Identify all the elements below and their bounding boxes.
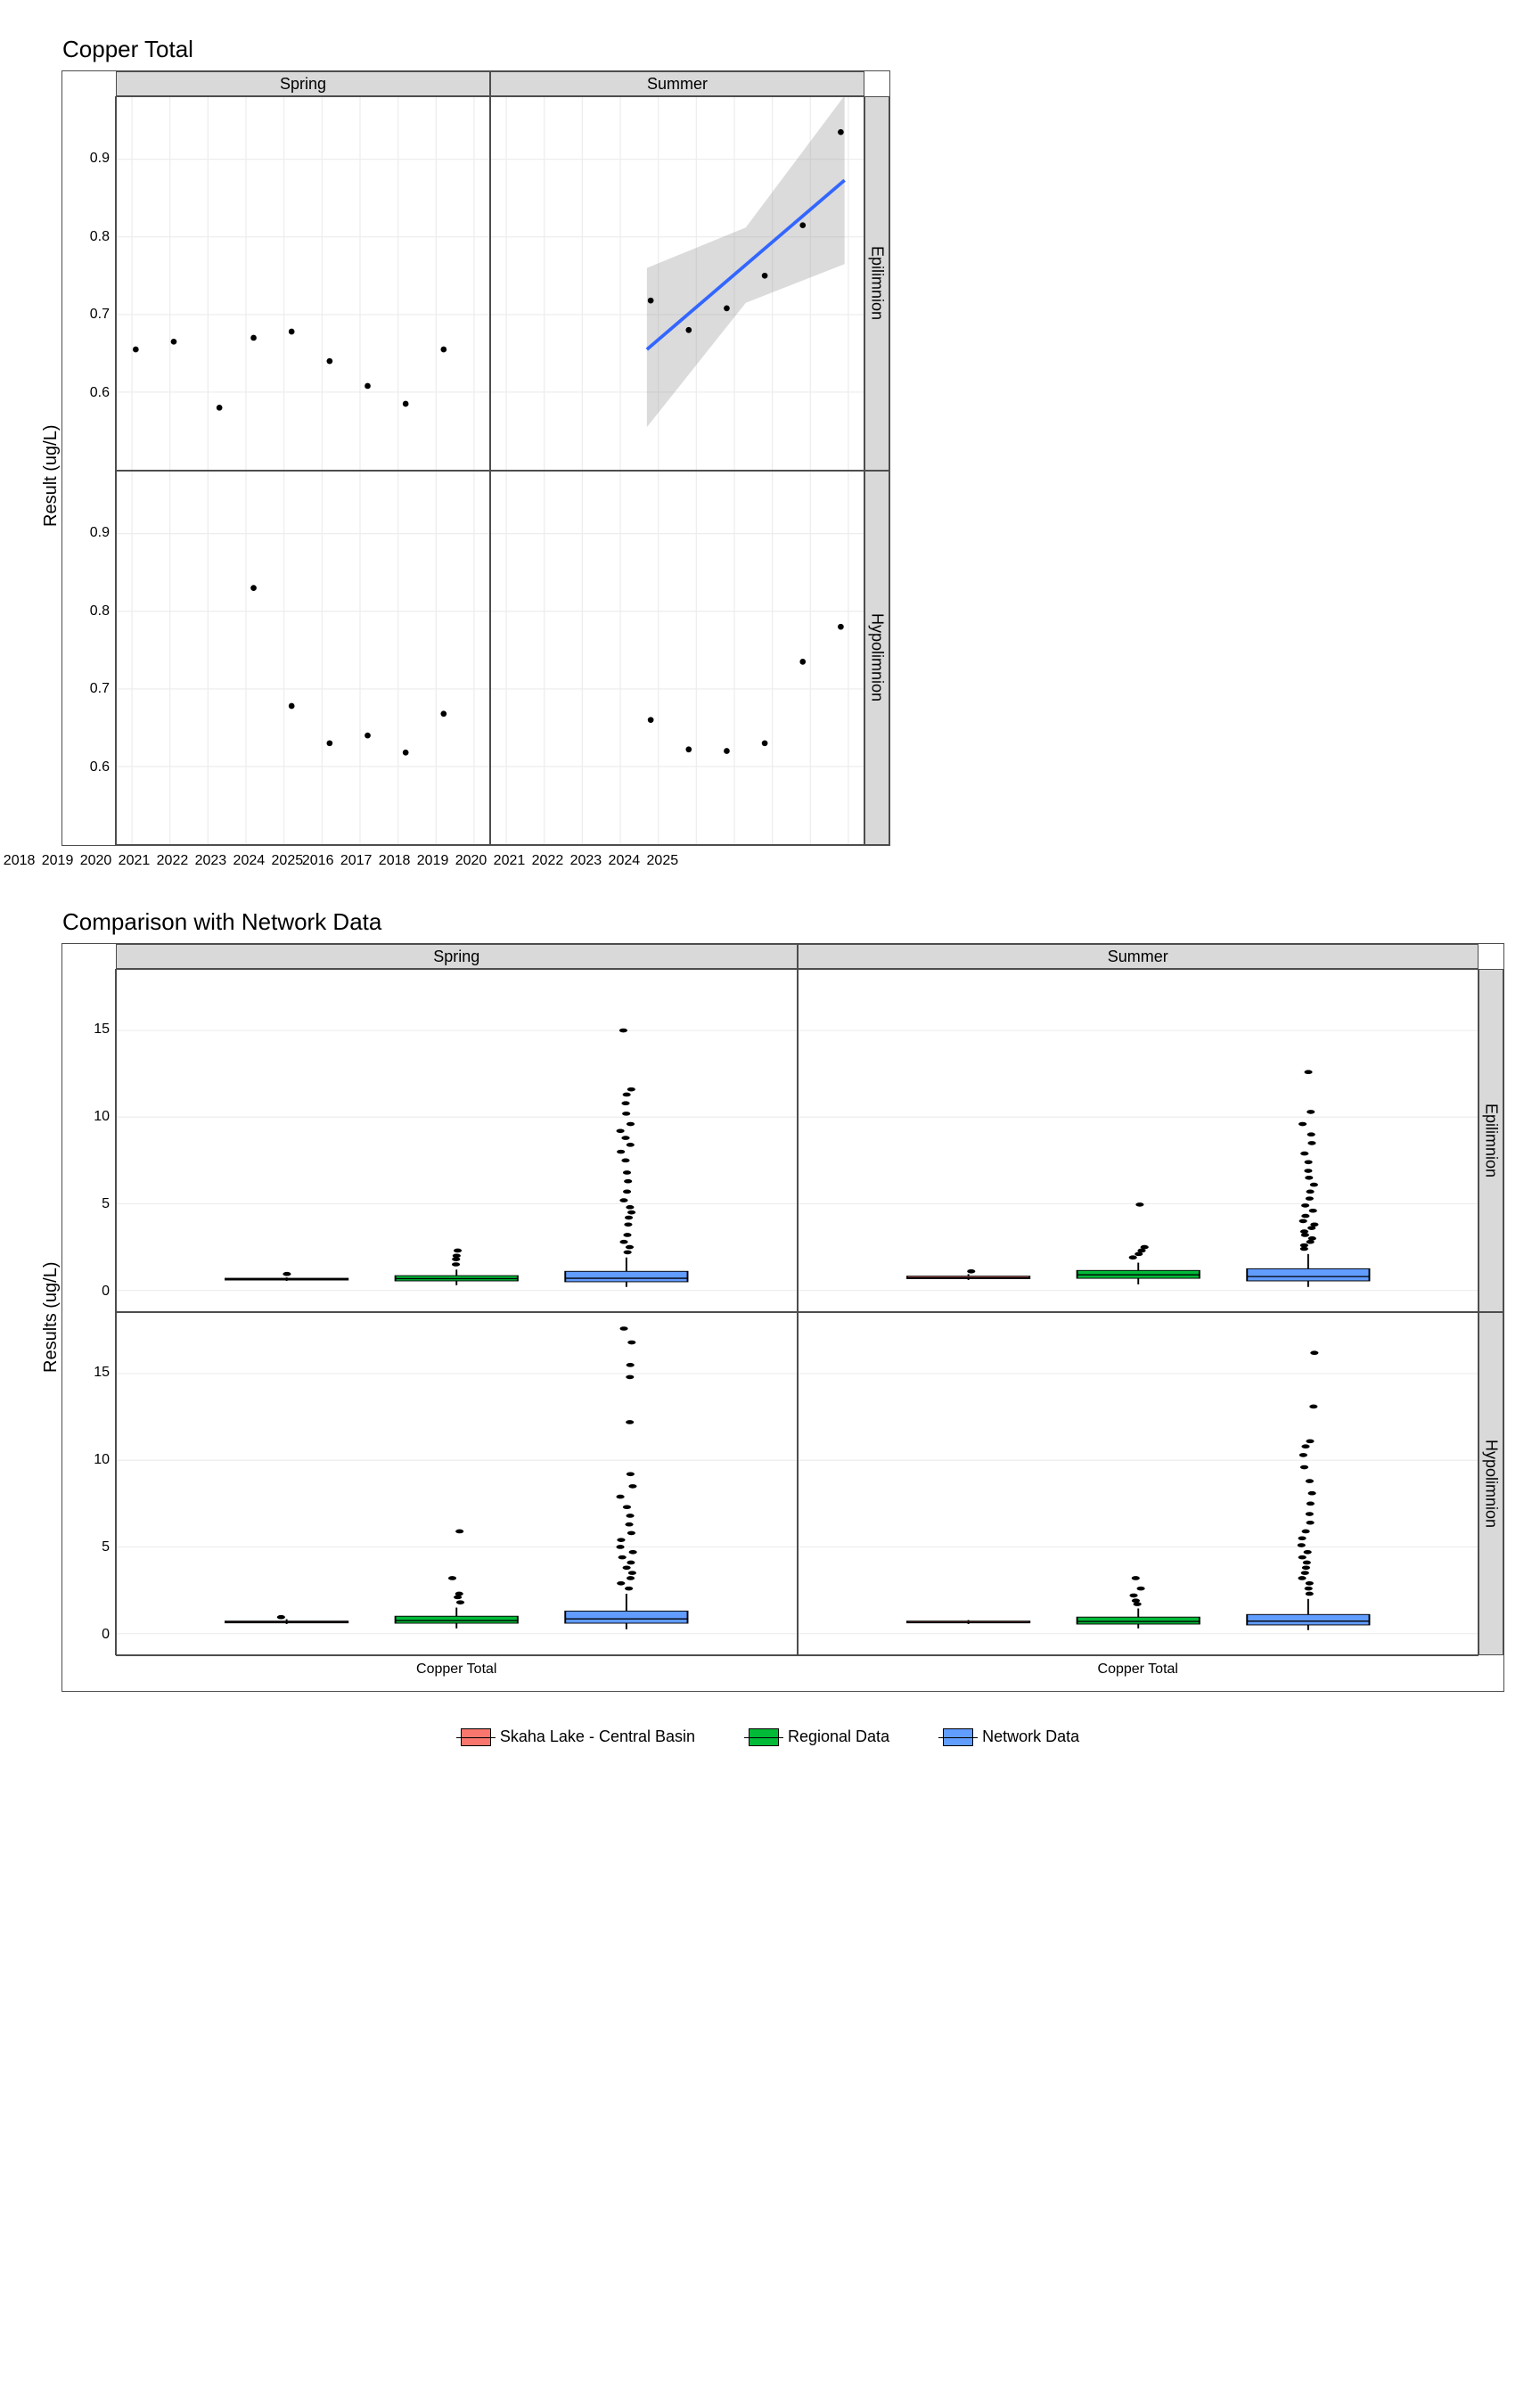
bottom-facet-grid: SpringSummer 051015 Epilimnion 051015 Hypoli… <box>61 943 1504 1692</box>
row-header-b-hypolimnion: Hypolimnion <box>1479 1312 1503 1655</box>
legend: Skaha Lake - Central Basin Regional Data N… <box>36 1727 1504 1746</box>
top-facet-grid: SpringSummer 0.60.70.80.9 Epilimnion 0.60.7… <box>61 70 890 846</box>
y-ticks-top: 0.60.70.80.9 <box>62 471 116 845</box>
panel-box-spring_hypo <box>116 1312 798 1655</box>
panel-box-spring_epi <box>116 969 798 1312</box>
y-axis-title-top: Result (ug/L) <box>36 70 61 882</box>
copper-total-section: Copper Total Result (ug/L) SpringSummer 0… <box>36 36 1504 882</box>
title-copper-total: Copper Total <box>62 36 1504 63</box>
row-header-epilimnion: Epilimnion <box>864 96 889 471</box>
panel-box-summer_hypo <box>798 1312 1479 1655</box>
panel-summer_hypo <box>490 471 864 845</box>
y-ticks-top: 0.60.70.80.9 <box>62 96 116 471</box>
panel-summer_epi <box>490 96 864 471</box>
x-category: Copper Total <box>798 1655 1479 1691</box>
panel-spring_hypo <box>116 471 490 845</box>
panel-spring_epi <box>116 96 490 471</box>
legend-item-network: Network Data <box>943 1727 1079 1746</box>
legend-label: Regional Data <box>788 1727 889 1746</box>
col-header-summer: Summer <box>490 71 864 96</box>
y-axis-title-bottom: Results (ug/L) <box>36 943 61 1692</box>
row-header-hypolimnion: Hypolimnion <box>864 471 889 845</box>
comparison-section: Comparison with Network Data Results (ug… <box>36 908 1504 1692</box>
legend-item-skaha: Skaha Lake - Central Basin <box>461 1727 695 1746</box>
col-header-b-spring: Spring <box>116 944 798 969</box>
col-header-spring: Spring <box>116 71 490 96</box>
legend-swatch <box>749 1728 779 1746</box>
y-ticks-bot: 051015 <box>62 969 116 1312</box>
y-ticks-bot: 051015 <box>62 1312 116 1655</box>
panel-box-summer_epi <box>798 969 1479 1312</box>
legend-label: Skaha Lake - Central Basin <box>500 1727 695 1746</box>
x-category: Copper Total <box>116 1655 798 1691</box>
col-header-b-summer: Summer <box>798 944 1479 969</box>
legend-swatch <box>943 1728 973 1746</box>
top-x-ticks: 2016201720182019202020212022202320242025… <box>115 846 865 882</box>
legend-label: Network Data <box>982 1727 1079 1746</box>
legend-item-regional: Regional Data <box>749 1727 889 1746</box>
row-header-b-epilimnion: Epilimnion <box>1479 969 1503 1312</box>
title-comparison: Comparison with Network Data <box>62 908 1504 936</box>
legend-swatch <box>461 1728 491 1746</box>
